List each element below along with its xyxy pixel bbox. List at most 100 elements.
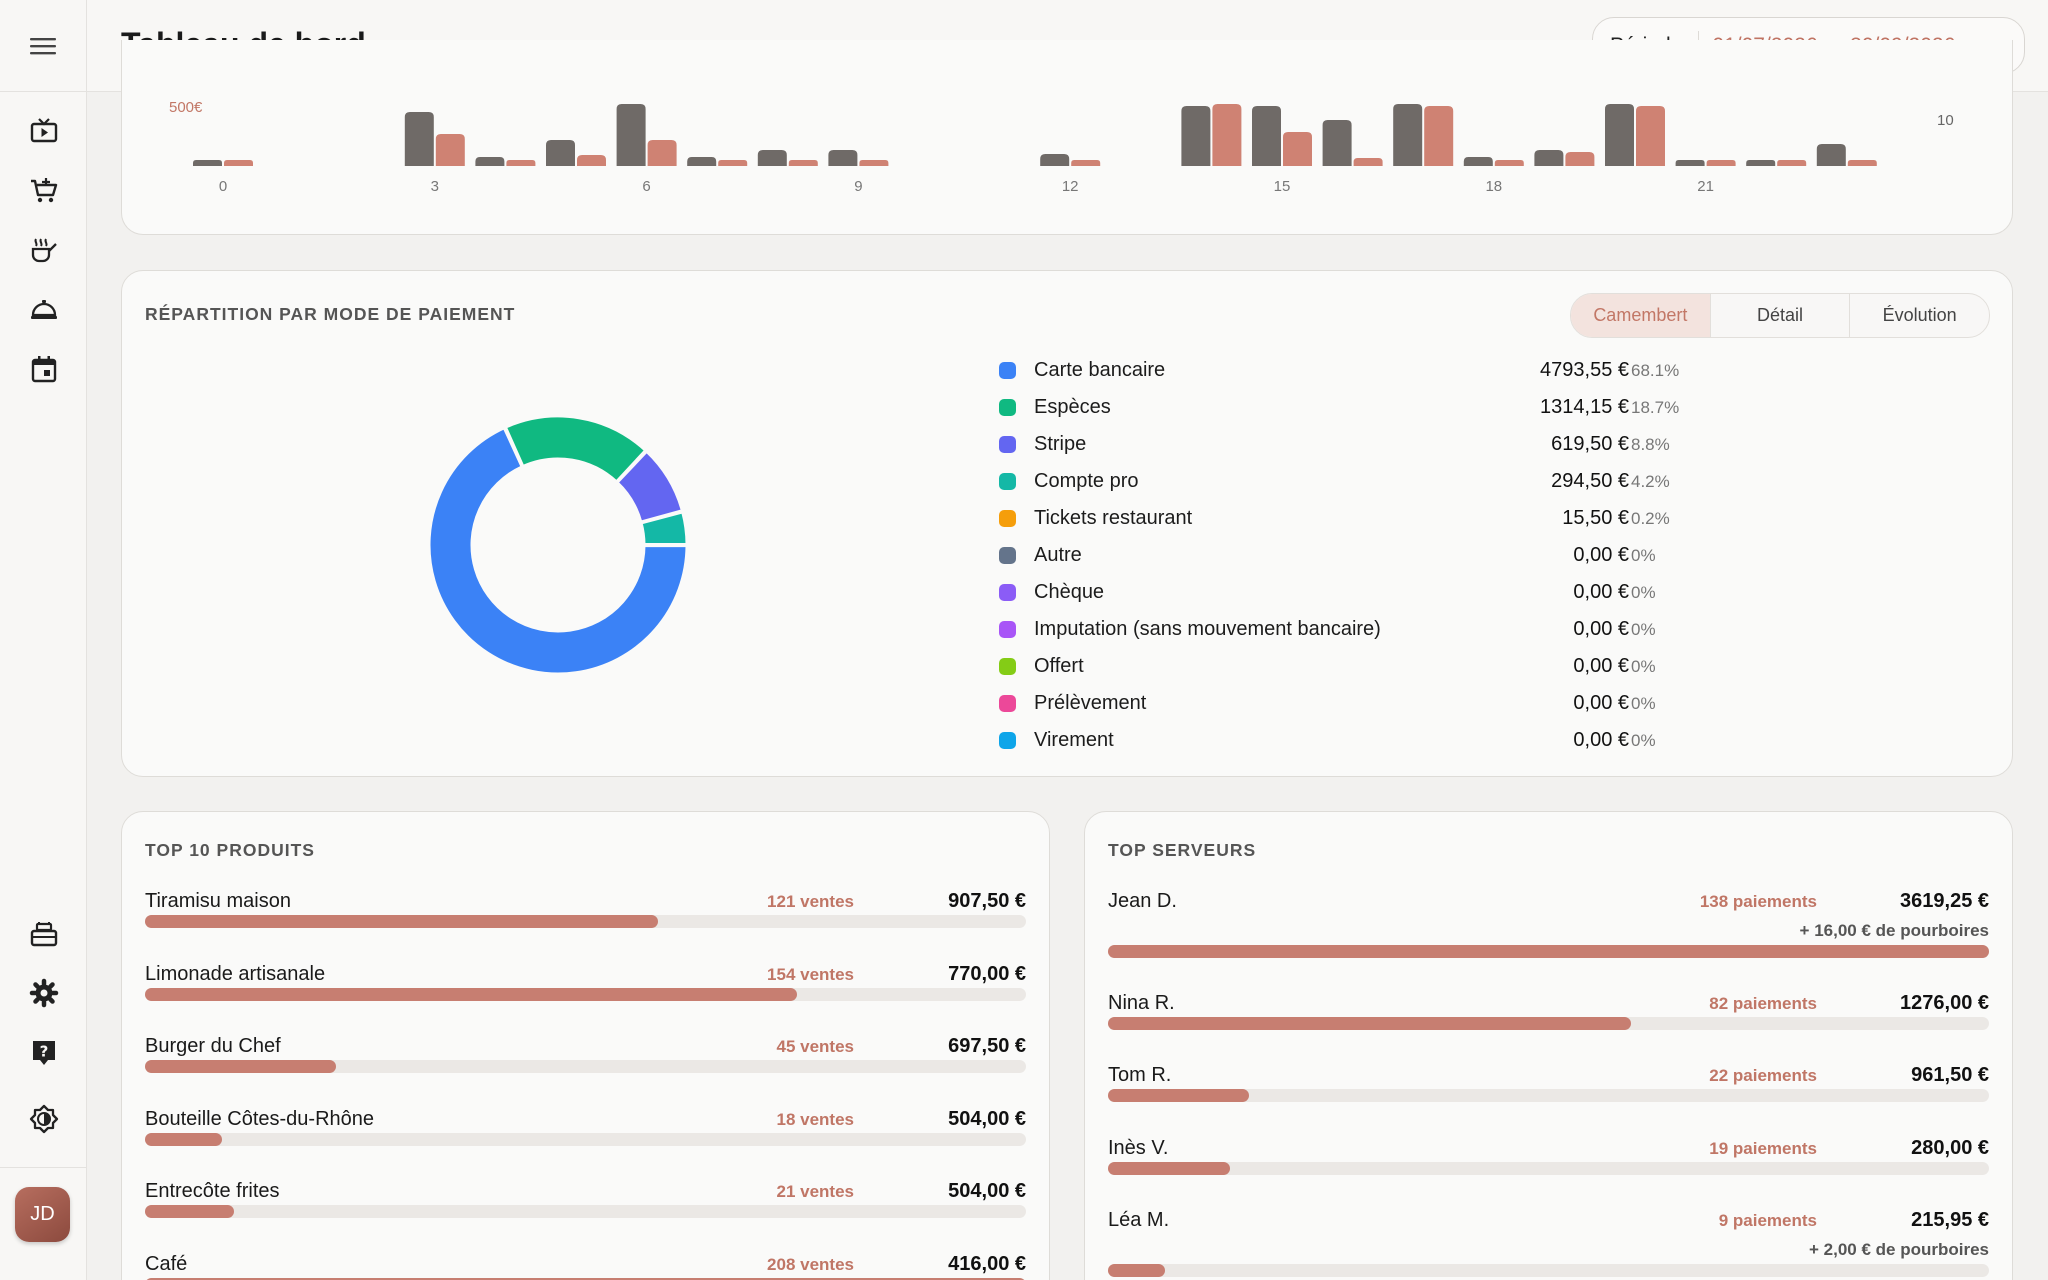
bar-count-h18[interactable] xyxy=(1494,160,1524,166)
bar-count-h19[interactable] xyxy=(1565,152,1595,166)
sidebar-item-calendar[interactable] xyxy=(0,351,87,391)
ranking-count: 22 paiements xyxy=(1709,1066,1817,1085)
payment-method-name: Stripe xyxy=(1034,433,1087,455)
donut-slice[interactable] xyxy=(427,425,689,676)
bar-count-h14[interactable] xyxy=(1212,104,1242,166)
legend-row: Carte bancaire 4793,55 €68.1% xyxy=(999,352,1719,389)
bar-count-h8[interactable] xyxy=(788,160,818,166)
bar-revenue-h12[interactable] xyxy=(1040,154,1070,166)
chart-view-toggle: Camembert Détail Évolution xyxy=(1570,293,1990,338)
bar-revenue-h5[interactable] xyxy=(546,140,575,166)
ranking-count: 9 paiements xyxy=(1718,1211,1817,1230)
sidebar-divider xyxy=(0,1167,87,1168)
bar-revenue-h18[interactable] xyxy=(1463,157,1493,166)
bar-count-h5[interactable] xyxy=(577,155,606,166)
svg-text:?: ? xyxy=(39,1042,48,1060)
bar-count-h17[interactable] xyxy=(1424,106,1454,166)
sidebar-item-help[interactable]: ? xyxy=(0,1035,87,1075)
ranking-row: Nina R. 82 paiements 1276,00 € xyxy=(1108,992,1989,1052)
bar-count-h23[interactable] xyxy=(1847,160,1877,166)
sidebar-item-service[interactable] xyxy=(0,291,87,331)
legend-swatch xyxy=(999,732,1016,749)
legend-row: Stripe 619,50 €8.8% xyxy=(999,426,1719,463)
payment-method-name: Tickets restaurant xyxy=(1034,507,1193,529)
bar-revenue-h21[interactable] xyxy=(1675,160,1705,166)
progress-fill xyxy=(145,1205,234,1218)
tab-pie[interactable]: Camembert xyxy=(1571,294,1710,337)
payment-method-percent: 18.7% xyxy=(1631,397,1680,417)
ranking-count: 154 ventes xyxy=(767,964,854,984)
sidebar-item-kitchen[interactable] xyxy=(0,232,87,272)
payment-card-title: RÉPARTITION PAR MODE DE PAIEMENT xyxy=(145,304,516,324)
bar-revenue-h19[interactable] xyxy=(1534,150,1564,166)
payment-method-percent: 0% xyxy=(1631,693,1656,713)
bar-count-h22[interactable] xyxy=(1777,160,1807,166)
bar-revenue-h15[interactable] xyxy=(1252,106,1281,166)
bar-revenue-h4[interactable] xyxy=(475,157,505,166)
gear-icon xyxy=(29,978,59,1013)
sidebar-item-cart[interactable] xyxy=(0,172,87,212)
donut-slice[interactable] xyxy=(503,414,648,485)
legend-swatch xyxy=(999,510,1016,527)
legend-swatch xyxy=(999,399,1016,416)
ranking-name: Café xyxy=(145,1252,188,1275)
sidebar-item-tv[interactable] xyxy=(0,113,87,153)
bar-revenue-h0[interactable] xyxy=(193,160,222,166)
payment-method-name: Chèque xyxy=(1034,581,1105,603)
avatar[interactable]: JD xyxy=(15,1187,70,1242)
bar-revenue-h6[interactable] xyxy=(616,104,646,166)
bar-count-h20[interactable] xyxy=(1636,106,1665,166)
menu-icon[interactable] xyxy=(30,36,56,56)
ranking-amount: 504,00 € xyxy=(948,1107,1026,1130)
bar-count-h21[interactable] xyxy=(1706,160,1736,166)
ranking-count: 208 ventes xyxy=(767,1254,854,1274)
bar-count-h7[interactable] xyxy=(718,160,748,166)
bar-revenue-h20[interactable] xyxy=(1605,104,1634,166)
bar-revenue-h16[interactable] xyxy=(1322,120,1352,166)
bar-revenue-h14[interactable] xyxy=(1181,106,1211,166)
bar-count-h6[interactable] xyxy=(647,140,677,166)
bar-count-h16[interactable] xyxy=(1353,158,1383,166)
bar-count-h3[interactable] xyxy=(435,134,465,166)
ranking-name: Léa M. xyxy=(1108,1209,1170,1231)
payment-method-percent: 0% xyxy=(1631,582,1656,602)
tab-evolution[interactable]: Évolution xyxy=(1849,294,1989,337)
top-servers-title: TOP SERVEURS xyxy=(1108,840,1257,860)
bar-revenue-h7[interactable] xyxy=(687,157,717,166)
ranking-row: Limonade artisanale 154 ventes 770,00 € xyxy=(145,963,1026,1023)
bar-count-h4[interactable] xyxy=(506,160,536,166)
sidebar: ? JD xyxy=(0,0,87,1280)
progress-track xyxy=(145,1132,1026,1146)
ranking-name: Nina R. xyxy=(1108,991,1175,1014)
bar-count-h15[interactable] xyxy=(1283,132,1312,166)
bar-revenue-h17[interactable] xyxy=(1393,104,1423,166)
legend-row: Autre 0,00 €0% xyxy=(999,537,1719,574)
payment-method-amount: 0,00 € xyxy=(1573,544,1629,566)
ranking-amount: 280,00 € xyxy=(1911,1136,1989,1159)
sidebar-item-settings[interactable] xyxy=(0,975,87,1015)
bar-revenue-h8[interactable] xyxy=(757,150,787,166)
bar-revenue-h9[interactable] xyxy=(828,150,858,166)
bar-revenue-h22[interactable] xyxy=(1746,160,1776,166)
tab-detail[interactable]: Détail xyxy=(1709,294,1850,337)
legend-swatch xyxy=(999,658,1016,675)
payment-method-name: Compte pro xyxy=(1034,470,1139,492)
bar-revenue-h23[interactable] xyxy=(1816,144,1846,166)
payment-method-percent: 4.2% xyxy=(1631,471,1670,491)
bar-count-h0[interactable] xyxy=(224,160,253,166)
progress-track xyxy=(1108,1016,1989,1030)
progress-fill xyxy=(145,1132,222,1146)
progress-track xyxy=(1108,1264,1989,1277)
tips-note: + 16,00 € de pourboires xyxy=(1799,921,1989,940)
donut-slice[interactable] xyxy=(639,510,689,547)
sidebar-item-theme[interactable] xyxy=(0,1101,87,1141)
bar-count-h12[interactable] xyxy=(1071,160,1101,166)
ranking-name: Tom R. xyxy=(1108,1064,1172,1086)
payment-method-percent: 0% xyxy=(1631,545,1656,565)
bar-count-h9[interactable] xyxy=(859,160,889,166)
payment-method-amount: 15,50 € xyxy=(1562,507,1629,529)
sidebar-item-register[interactable] xyxy=(0,916,87,956)
payment-method-amount: 294,50 € xyxy=(1551,470,1629,492)
bar-revenue-h3[interactable] xyxy=(404,112,434,166)
ranking-name: Burger du Chef xyxy=(145,1035,281,1057)
